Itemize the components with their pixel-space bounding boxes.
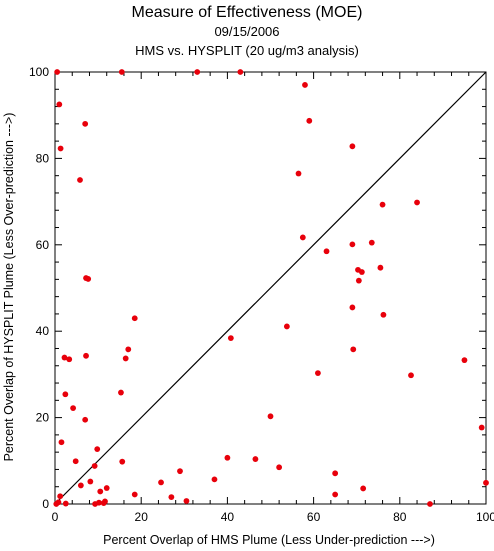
data-point (283, 323, 290, 330)
data-point (302, 82, 308, 88)
data-point (360, 485, 367, 492)
data-point (158, 479, 164, 486)
y-tick-label: 40 (36, 324, 50, 338)
data-point (58, 439, 65, 446)
data-point (100, 500, 107, 507)
data-point (85, 276, 92, 282)
data-point (368, 239, 375, 246)
data-point (66, 356, 73, 363)
data-point (118, 389, 124, 396)
y-tick-label: 60 (36, 238, 50, 252)
chart-subtitle: HMS vs. HYSPLIT (20 ug/m3 analysis) (135, 43, 359, 58)
data-point (349, 143, 356, 150)
y-tick-label: 0 (42, 497, 49, 511)
data-point (414, 199, 420, 206)
x-axis-ticks: 0 20 40 60 80 100 (52, 72, 494, 524)
data-point (227, 335, 234, 342)
one-to-one-line (54, 71, 487, 505)
x-tick-label: 0 (52, 510, 59, 524)
data-point (267, 413, 274, 420)
data-point (77, 177, 83, 183)
data-point (211, 476, 218, 483)
data-point (332, 491, 339, 498)
data-point (224, 454, 231, 461)
data-point (408, 372, 414, 379)
data-point (483, 479, 489, 486)
data-point (118, 69, 125, 75)
data-point (119, 458, 126, 465)
y-axis-ticks: 0 20 40 60 80 100 (29, 65, 486, 511)
x-tick-label: 20 (135, 510, 149, 524)
data-point (87, 478, 94, 485)
data-point (350, 346, 357, 353)
data-point (62, 391, 69, 398)
data-point (82, 120, 89, 127)
data-point (295, 170, 302, 177)
y-tick-label: 20 (36, 411, 50, 425)
data-point (125, 346, 132, 353)
data-point (332, 470, 339, 477)
data-point (53, 501, 60, 507)
chart-title: Measure of Effectiveness (MOE) (132, 4, 363, 21)
chart-date: 09/15/2006 (214, 24, 279, 39)
data-point (54, 69, 61, 75)
data-point (194, 69, 201, 75)
data-point (349, 304, 356, 311)
plot-frame (54, 71, 487, 505)
y-tick-label: 100 (29, 65, 49, 79)
data-point (83, 352, 89, 359)
data-point (72, 458, 79, 465)
y-axis-label: Percent Overlap of HYSPLIT Plume (Less O… (2, 113, 16, 462)
x-tick-label: 60 (307, 510, 321, 524)
data-point (478, 424, 485, 431)
data-point (131, 315, 138, 322)
plot-area (54, 71, 487, 505)
data-point (61, 354, 68, 361)
data-point (379, 201, 386, 208)
data-point (323, 248, 330, 255)
data-point (183, 498, 190, 504)
data-point (461, 357, 468, 364)
x-axis-label: Percent Overlap of HMS Plume (Less Under… (103, 533, 435, 547)
data-point (315, 370, 321, 377)
data-point (96, 499, 102, 506)
data-point (252, 456, 259, 462)
data-point (57, 145, 64, 152)
data-point (70, 405, 77, 411)
x-tick-label: 40 (221, 510, 235, 524)
y-tick-label: 80 (36, 151, 50, 165)
data-point (237, 69, 244, 75)
data-point (103, 485, 110, 491)
data-point (349, 241, 356, 248)
data-point (62, 500, 69, 507)
data-point (177, 468, 183, 475)
data-point (306, 117, 313, 124)
data-point (380, 311, 387, 318)
data-point (355, 277, 362, 284)
data-point (168, 494, 175, 500)
data-point (94, 446, 101, 453)
x-tick-label: 80 (393, 510, 407, 524)
data-point (57, 493, 64, 500)
data-point (358, 269, 365, 275)
data-point (82, 416, 89, 423)
data-point (56, 101, 63, 108)
data-point (122, 355, 129, 362)
data-points (53, 69, 489, 507)
data-point (97, 488, 104, 495)
x-tick-label: 100 (476, 510, 494, 524)
data-point (299, 234, 306, 241)
data-point (276, 464, 283, 471)
data-point (91, 463, 98, 469)
data-point (131, 491, 138, 498)
data-point (427, 501, 433, 507)
data-point (377, 264, 384, 271)
data-point (77, 482, 84, 489)
